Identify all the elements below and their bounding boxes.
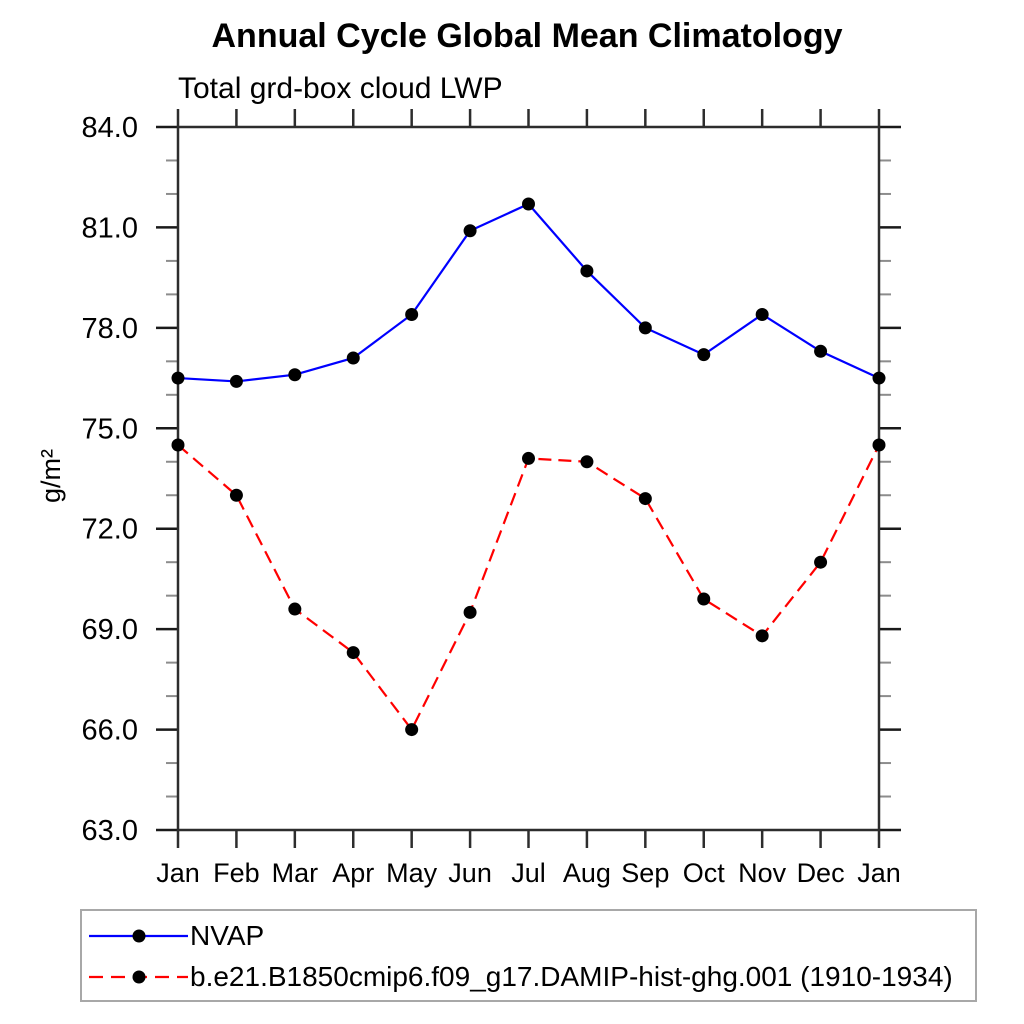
x-tick-label: Dec (797, 858, 845, 888)
series-marker-0-9 (697, 348, 711, 362)
y-tick-label: 81.0 (82, 212, 138, 244)
x-tick-label: Jan (857, 858, 901, 888)
series-marker-1-2 (288, 602, 302, 616)
series-marker-0-8 (638, 321, 652, 335)
series-marker-1-0 (171, 438, 185, 452)
series-marker-1-5 (463, 605, 477, 619)
series-line-0 (177, 202, 880, 383)
series-marker-0-7 (580, 264, 594, 278)
y-tick-label: 69.0 (82, 614, 138, 646)
x-tick-label: Oct (683, 858, 726, 888)
x-tick-label: Apr (332, 858, 374, 888)
series-marker-1-11 (814, 555, 828, 569)
model-sample-marker (132, 970, 146, 984)
series-marker-0-5 (463, 224, 477, 238)
x-tick-label: May (386, 858, 438, 888)
series-marker-1-7 (580, 455, 594, 469)
series-marker-0-4 (405, 307, 419, 321)
series-marker-0-1 (229, 374, 243, 388)
model-line-sample (89, 970, 188, 984)
series-marker-1-3 (346, 646, 360, 660)
legend-box: NVAP b.e21.B1850cmip6.f09_g17.DAMIP-hist… (80, 909, 977, 1002)
series-marker-0-11 (814, 344, 828, 358)
x-tick-label: Mar (272, 858, 319, 888)
series-marker-1-12 (872, 438, 886, 452)
series-marker-0-0 (171, 371, 185, 385)
y-tick-label: 66.0 (82, 715, 138, 747)
legend-label-nvap: NVAP (190, 920, 265, 951)
series-marker-0-6 (522, 197, 535, 211)
series-marker-1-9 (697, 592, 711, 606)
series-marker-0-2 (288, 368, 302, 382)
legend-item-nvap: NVAP (87, 921, 264, 951)
legend-item-model: b.e21.B1850cmip6.f09_g17.DAMIP-hist-ghg.… (87, 962, 953, 992)
nvap-line-sample (89, 929, 188, 943)
x-tick-label: Feb (213, 858, 260, 888)
series-marker-0-12 (872, 371, 886, 385)
x-tick-label: Jul (511, 858, 546, 888)
series-marker-1-6 (522, 451, 535, 465)
x-tick-label: Aug (563, 858, 611, 888)
plot-box (176, 125, 881, 832)
chart-title: Annual Cycle Global Mean Climatology (212, 17, 843, 55)
series-line-1 (177, 444, 880, 732)
x-tick-label: Jun (448, 858, 492, 888)
series-marker-0-10 (755, 307, 769, 321)
legend-label-model: b.e21.B1850cmip6.f09_g17.DAMIP-hist-ghg.… (190, 961, 953, 992)
series-marker-1-4 (405, 723, 419, 737)
series-marker-1-1 (229, 488, 243, 502)
x-tick-label: Sep (621, 858, 669, 888)
series-marker-0-3 (346, 351, 360, 365)
nvap-sample-marker (132, 929, 146, 943)
y-tick-label: 63.0 (82, 815, 138, 847)
x-tick-label: Jan (156, 858, 200, 888)
x-tick-label: Nov (738, 858, 787, 888)
y-tick-label: 84.0 (82, 112, 138, 144)
chart-subtitle: Total grd-box cloud LWP (178, 72, 503, 105)
series-marker-1-10 (755, 629, 769, 643)
y-tick-label: 78.0 (82, 313, 138, 345)
y-tick-label: 72.0 (82, 514, 138, 546)
series-marker-1-8 (638, 492, 652, 506)
y-axis-label: g/m² (36, 449, 66, 503)
y-tick-label: 75.0 (82, 413, 138, 445)
